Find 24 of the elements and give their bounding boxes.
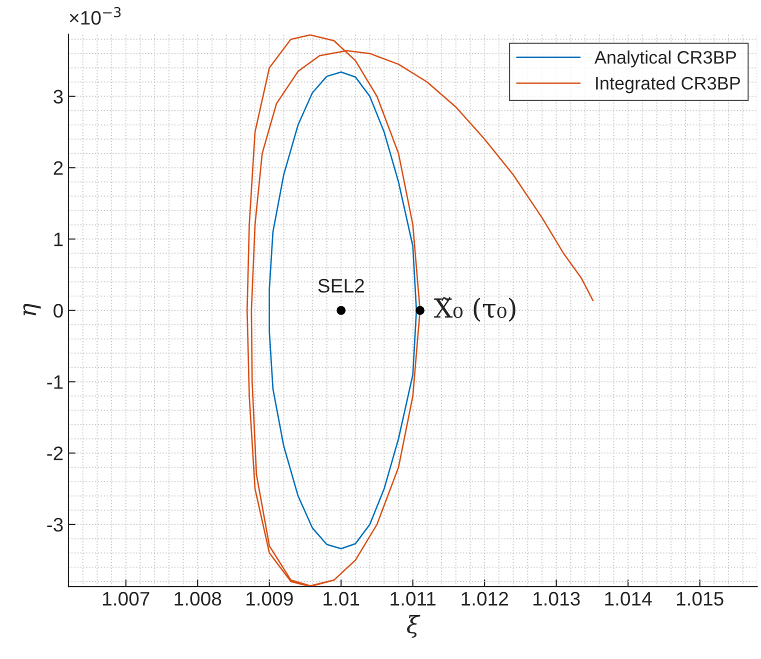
text: ×10$^{−3}$ bbox=[70, 7, 121, 25]
y-tick-label: 0 bbox=[54, 304, 63, 318]
y-tick-label: 3 bbox=[54, 90, 63, 104]
x-tick-label: 1.015 bbox=[676, 592, 724, 606]
y-tick-label: -3 bbox=[47, 518, 63, 532]
x-tick-label: 1.007 bbox=[103, 592, 150, 606]
annotation: X̃₀ (τ₀) bbox=[434, 297, 516, 322]
annotation: SEL2 bbox=[318, 278, 364, 293]
legend-label: Analytical CR3BP bbox=[594, 50, 736, 68]
x-axis-title: ξ bbox=[407, 615, 420, 638]
y-tick-label: 1 bbox=[54, 232, 63, 246]
x-tick-label: 1.014 bbox=[605, 592, 652, 606]
x-tick-label: 1.013 bbox=[533, 592, 580, 606]
x-tick-label: 1.01 bbox=[324, 592, 360, 606]
line-series bbox=[246, 34, 594, 587]
y-tick-label: -1 bbox=[47, 375, 63, 389]
x-tick-label: 1.008 bbox=[174, 592, 222, 606]
legend-label: Integrated CR3BP bbox=[596, 76, 740, 94]
x-tick-label: 1.012 bbox=[462, 592, 508, 606]
y-tick-label: -2 bbox=[47, 446, 63, 460]
y-tick-label: 2 bbox=[54, 161, 63, 175]
x-tick-label: 1.011 bbox=[390, 592, 436, 606]
x-tick-label: 1.009 bbox=[246, 592, 293, 606]
y-axis-title: η bbox=[23, 304, 41, 316]
